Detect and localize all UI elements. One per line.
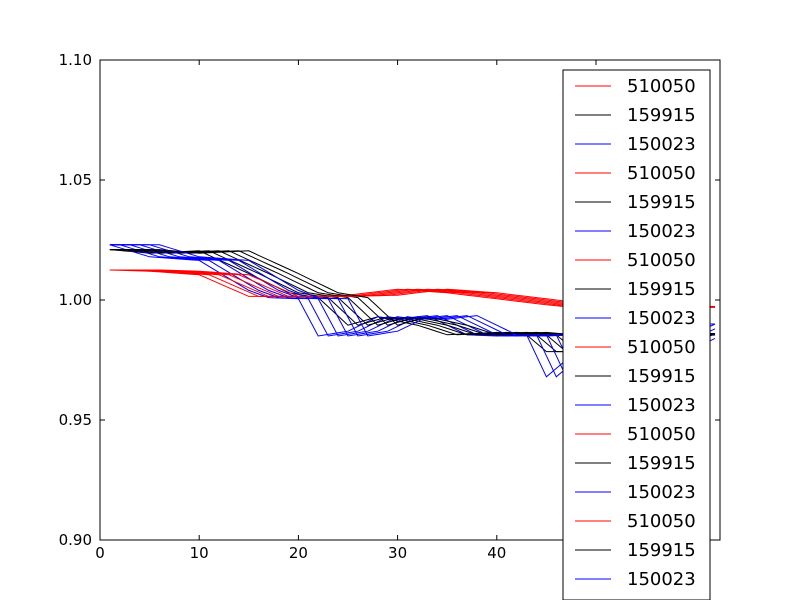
x-tick-label: 20	[289, 544, 308, 562]
y-tick-label: 1.10	[59, 51, 92, 69]
legend-box	[562, 69, 711, 601]
legend-label-159915: 159915	[627, 192, 696, 213]
legend-label-510050: 510050	[627, 76, 696, 97]
legend-label-510050: 510050	[627, 163, 696, 184]
x-tick-label: 10	[190, 544, 209, 562]
legend-label-150023: 150023	[627, 221, 696, 242]
legend-label-159915: 159915	[627, 540, 696, 561]
y-tick-label: 1.05	[59, 171, 92, 189]
legend-label-159915: 159915	[627, 366, 696, 387]
legend-label-159915: 159915	[627, 105, 696, 126]
legend-label-150023: 150023	[627, 569, 696, 590]
x-axis: 01020304050	[95, 60, 606, 562]
legend-label-150023: 150023	[627, 395, 696, 416]
y-tick-label: 0.95	[59, 411, 92, 429]
legend-label-510050: 510050	[627, 424, 696, 445]
legend-label-150023: 150023	[627, 308, 696, 329]
y-tick-label: 1.00	[59, 291, 92, 309]
x-tick-label: 30	[388, 544, 407, 562]
y-tick-label: 0.90	[59, 531, 92, 549]
legend-label-159915: 159915	[627, 279, 696, 300]
legend-label-510050: 510050	[627, 511, 696, 532]
legend-label-150023: 150023	[627, 134, 696, 155]
x-tick-label: 40	[487, 544, 506, 562]
legend-label-150023: 150023	[627, 482, 696, 503]
y-axis: 0.90 0.95 1.00 1.05 1.10	[59, 51, 720, 549]
legend: 510050 159915 150023 510050 159915 150023 5100…	[562, 69, 711, 601]
legend-label-510050: 510050	[627, 250, 696, 271]
legend-label-159915: 159915	[627, 453, 696, 474]
x-tick-label: 0	[95, 544, 105, 562]
legend-label-510050: 510050	[627, 337, 696, 358]
